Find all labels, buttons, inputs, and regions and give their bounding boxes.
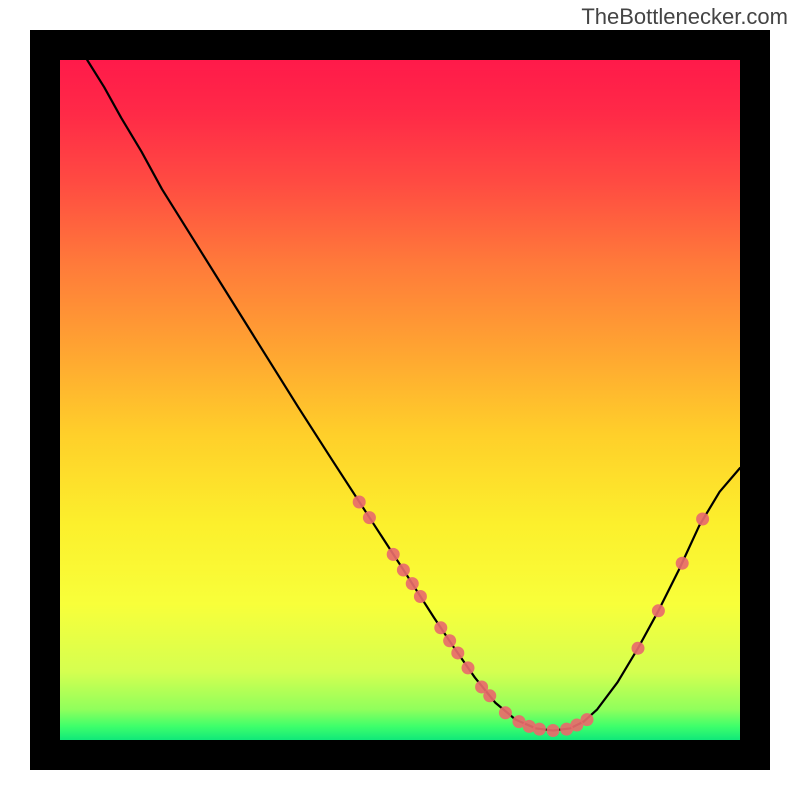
chart-frame [30,30,770,770]
marker-point [533,723,546,736]
marker-point [499,706,512,719]
bottleneck-chart [30,30,770,770]
marker-point [462,661,475,674]
marker-point [406,577,419,590]
attribution-text: TheBottlenecker.com [581,4,788,30]
marker-point [696,513,709,526]
marker-point [581,713,594,726]
marker-point [397,564,410,577]
marker-point [443,634,456,647]
marker-point [387,548,400,561]
marker-point [676,557,689,570]
marker-point [434,621,447,634]
marker-point [451,646,464,659]
marker-point [632,642,645,655]
marker-point [363,511,376,524]
chart-container: TheBottlenecker.com [0,0,800,800]
marker-point [652,604,665,617]
marker-point [483,689,496,702]
marker-point [547,724,560,737]
marker-point [414,590,427,603]
marker-point [353,496,366,509]
